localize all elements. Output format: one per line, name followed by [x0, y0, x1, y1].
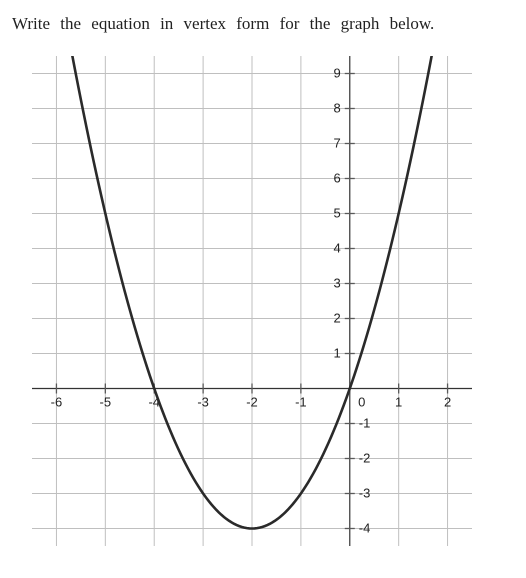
- svg-text:-2: -2: [359, 451, 371, 466]
- svg-text:2: 2: [444, 395, 451, 410]
- svg-text:2: 2: [334, 311, 341, 326]
- svg-text:-4: -4: [359, 521, 371, 536]
- svg-text:1: 1: [334, 346, 341, 361]
- svg-text:0: 0: [358, 395, 365, 410]
- svg-text:-1: -1: [295, 395, 307, 410]
- svg-text:3: 3: [334, 276, 341, 291]
- question-prompt: Write the equation in vertex form for th…: [12, 14, 514, 34]
- svg-text:-1: -1: [359, 416, 371, 431]
- svg-text:5: 5: [334, 206, 341, 221]
- svg-text:8: 8: [334, 101, 341, 116]
- svg-text:-2: -2: [246, 395, 258, 410]
- svg-text:-3: -3: [197, 395, 209, 410]
- svg-text:9: 9: [334, 66, 341, 81]
- svg-text:6: 6: [334, 171, 341, 186]
- svg-text:-6: -6: [51, 395, 63, 410]
- svg-text:7: 7: [334, 136, 341, 151]
- parabola-graph: -6-5-4-3-2-1012-4-3-2-1123456789: [32, 56, 472, 546]
- svg-text:-3: -3: [359, 486, 371, 501]
- graph-container: -6-5-4-3-2-1012-4-3-2-1123456789: [32, 56, 514, 546]
- svg-text:4: 4: [334, 241, 341, 256]
- svg-text:1: 1: [395, 395, 402, 410]
- svg-text:-5: -5: [100, 395, 112, 410]
